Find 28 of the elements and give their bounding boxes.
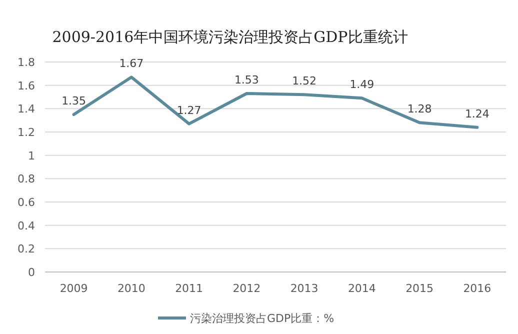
- x-tick-label: 2011: [175, 282, 204, 295]
- data-label: 1.27: [176, 104, 202, 117]
- y-tick-label: 0.6: [18, 196, 35, 209]
- x-tick-label: 2016: [463, 282, 492, 295]
- y-tick-label: 1.6: [18, 79, 35, 92]
- y-tick-label: 1.2: [18, 126, 35, 139]
- data-label: 1.52: [292, 74, 317, 88]
- x-tick-label: 2015: [406, 282, 434, 295]
- y-tick-label: 1.4: [18, 102, 35, 116]
- data-label: 1.49: [350, 78, 374, 92]
- legend-label: 污染治理投资占GDP比重：%: [190, 312, 334, 325]
- x-tick-label: 2009: [60, 282, 88, 295]
- y-tick-label: 0.2: [18, 242, 35, 256]
- y-tick-label: 0.8: [18, 172, 35, 186]
- y-tick-label: 0: [28, 266, 35, 279]
- y-tick-label: 1: [28, 149, 35, 162]
- x-tick-label: 2010: [117, 282, 146, 295]
- data-label: 1.35: [62, 94, 86, 108]
- x-tick-label: 2014: [348, 282, 376, 295]
- data-label: 1.24: [464, 107, 490, 120]
- x-tick-label: 2012: [232, 282, 261, 295]
- data-label: 1.28: [407, 102, 432, 116]
- data-label: 1.67: [119, 57, 144, 70]
- x-tick-label: 2013: [290, 282, 318, 295]
- chart-title: 2009-2016年中国环境污染治理投资占GDP比重统计: [52, 28, 408, 46]
- data-label: 1.53: [234, 74, 259, 86]
- y-tick-label: 1.8: [18, 56, 35, 69]
- y-tick-label: 0.4: [18, 219, 35, 232]
